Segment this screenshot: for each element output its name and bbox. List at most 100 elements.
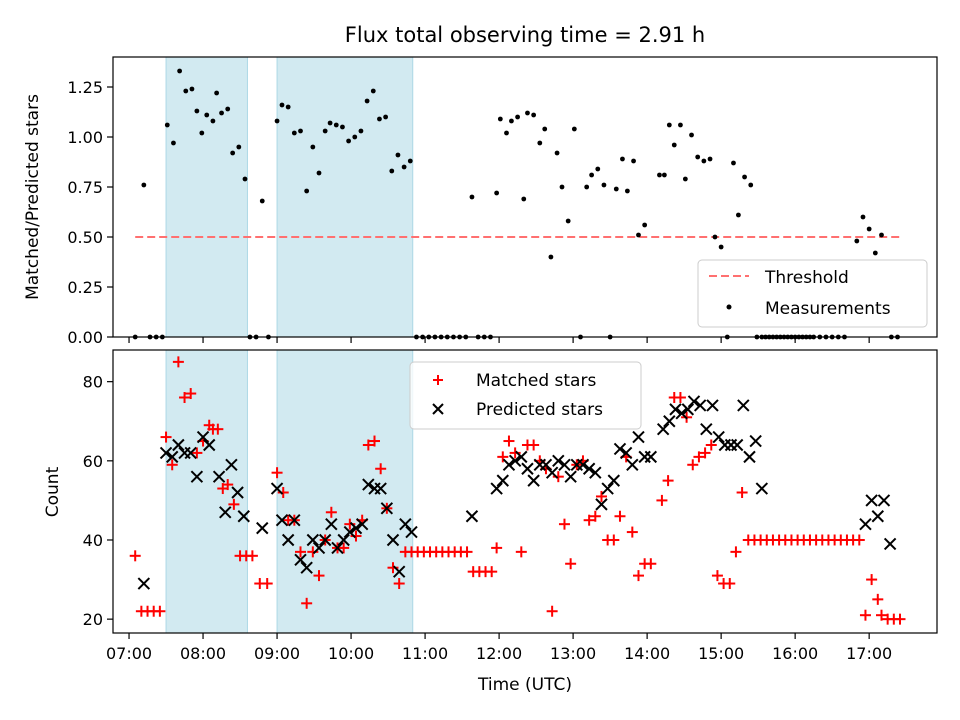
measurement-point <box>866 226 872 232</box>
p1-y-axis: 0.00 0.25 0.50 0.75 1.00 1.25 <box>67 78 113 347</box>
predicted-point <box>166 450 179 464</box>
predicted-point <box>380 502 394 515</box>
y-tick-label: 0.50 <box>67 228 103 247</box>
measurement-point <box>291 130 297 136</box>
predicted-point <box>190 470 204 483</box>
y-tick-label: 1.25 <box>67 78 103 97</box>
matched-point <box>338 542 350 554</box>
ratio-panel: 0.00 0.25 0.50 0.75 1.00 1.25 Matched/Predict… <box>23 56 938 347</box>
measurement-point <box>509 118 514 124</box>
measurement-point <box>624 188 630 194</box>
measurement-point <box>872 250 878 256</box>
matched-point <box>872 593 884 605</box>
predicted-point <box>859 517 872 531</box>
p1-y-axis-label: Matched/Predicted stars <box>23 94 43 300</box>
p1-shaded-intervals <box>165 56 414 338</box>
measurement-point <box>352 134 358 140</box>
x-tick-label: 09:00 <box>254 644 300 663</box>
p1-legend-box <box>697 259 928 328</box>
predicted-point <box>465 510 479 523</box>
legend-measurements-label: Measurements <box>765 299 891 319</box>
matched-point <box>350 530 362 542</box>
measurement-point <box>285 104 291 110</box>
measurement-point <box>497 116 503 122</box>
matched-point <box>614 510 626 522</box>
predicted-point <box>877 494 891 507</box>
measurement-point <box>748 182 754 188</box>
p2-plot-frame <box>112 349 938 634</box>
predicted-point <box>237 510 250 523</box>
measurement-point <box>230 150 236 156</box>
matched-point <box>724 578 736 590</box>
measurement-point <box>531 112 537 118</box>
predicted-point <box>521 462 534 475</box>
measurement-point <box>571 126 577 132</box>
predicted-point <box>508 454 522 468</box>
predicted-point <box>275 513 289 527</box>
matched-point <box>705 439 717 451</box>
predicted-point <box>374 482 387 495</box>
measurement-point <box>584 184 590 190</box>
measurement-point <box>204 112 210 118</box>
predicted-point <box>270 482 284 495</box>
matched-point <box>160 431 172 443</box>
y-tick-label: 60 <box>83 452 103 471</box>
predicted-point <box>337 533 350 547</box>
predicted-point <box>539 458 553 471</box>
predicted-point <box>595 498 608 511</box>
measurement-point <box>701 158 707 164</box>
measurement-point <box>595 166 601 172</box>
matched-point <box>546 605 558 617</box>
measurement-point <box>316 170 322 176</box>
measurement-point <box>707 156 713 162</box>
matched-point <box>261 578 273 590</box>
measurement-point <box>383 114 389 120</box>
chart-title: Flux total observing time = 2.91 h <box>345 23 705 47</box>
predicted-point <box>196 430 210 444</box>
matched-point <box>325 506 337 518</box>
matched-point <box>632 570 644 582</box>
predicted-point <box>576 458 590 471</box>
y-tick-label: 40 <box>83 531 103 550</box>
predicted-point <box>663 415 676 428</box>
measurement-point <box>364 98 370 104</box>
predicted-point <box>712 430 725 444</box>
measurement-point <box>695 154 701 160</box>
matched-point <box>645 558 657 570</box>
predicted-point <box>545 466 559 479</box>
matched-point <box>369 435 381 447</box>
measurement-point <box>854 238 860 244</box>
matched-point <box>172 356 184 368</box>
matched-point <box>344 518 356 530</box>
measurement-point <box>504 130 509 136</box>
predicted-point <box>656 422 670 436</box>
matched-point <box>271 467 283 479</box>
measurement-point <box>395 152 401 158</box>
predicted-point <box>527 474 540 487</box>
matched-point <box>626 526 638 538</box>
legend-matched-label: Matched stars <box>476 371 596 391</box>
matched-point <box>503 435 515 447</box>
predicted-point <box>212 470 226 483</box>
measurement-point <box>183 88 189 94</box>
x-tick-label: 07:00 <box>106 644 152 663</box>
p2-legend: Matched stars Predicted stars <box>409 361 642 430</box>
measurement-point <box>601 182 607 188</box>
legend-threshold-label: Threshold <box>764 268 849 288</box>
x-tick-label: 08:00 <box>180 644 226 663</box>
predicted-stars-series <box>137 395 897 590</box>
predicted-point <box>589 466 602 479</box>
matched-point <box>313 570 325 582</box>
predicted-point <box>865 494 878 507</box>
predicted-point <box>871 510 884 523</box>
p2-x-axis: 07:00 08:00 09:00 10:00 11:00 12:00 13:00 14:00… <box>106 633 892 663</box>
matched-point <box>486 566 498 578</box>
predicted-point <box>755 482 769 495</box>
matched-point <box>894 613 906 625</box>
predicted-point <box>700 422 713 436</box>
predicted-point <box>184 446 197 460</box>
predicted-point <box>730 438 744 452</box>
measurement-point <box>304 188 310 194</box>
y-tick-label: 1.00 <box>67 128 103 147</box>
measurement-point <box>225 106 231 112</box>
